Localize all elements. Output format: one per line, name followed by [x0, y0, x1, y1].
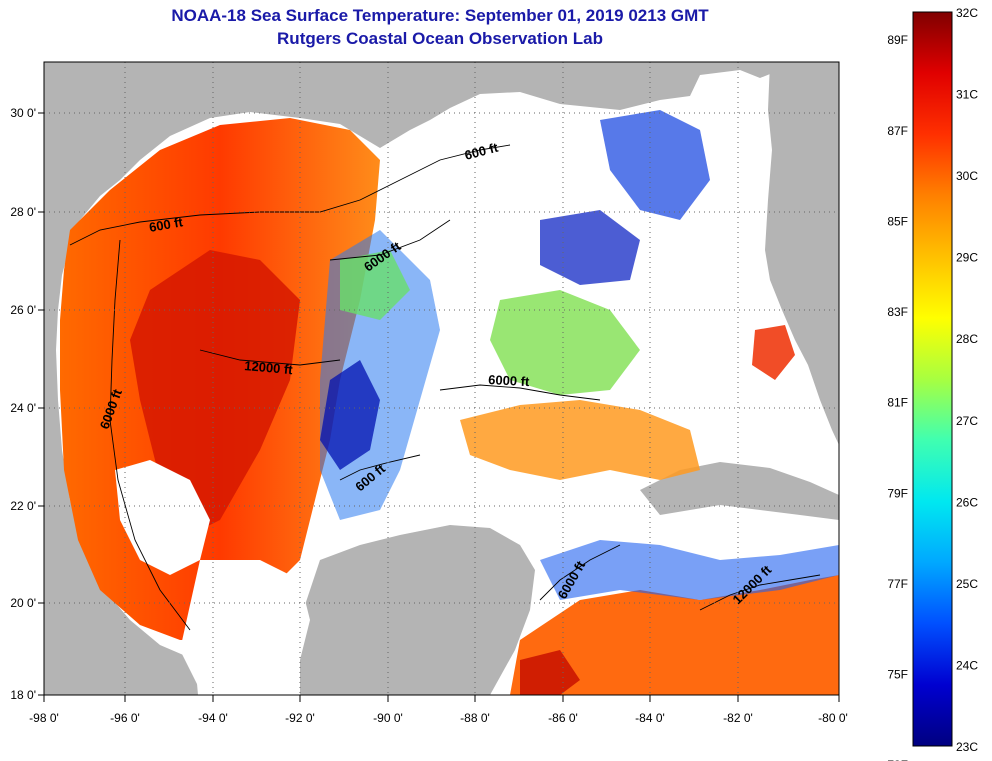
sst-northeast-blue	[600, 110, 710, 220]
colorbar-celsius-label: 28C	[956, 332, 978, 346]
lon-label: -98 0'	[29, 711, 59, 725]
lon-label: -94 0'	[198, 711, 228, 725]
sst-caribbean-warm	[510, 575, 839, 695]
sst-green-central	[340, 250, 410, 320]
sst-keys-red	[752, 325, 795, 380]
sst-caribbean-hot	[520, 650, 580, 695]
lon-label: -80 0'	[818, 711, 848, 725]
map-title: NOAA-18 Sea Surface Temperature: Septemb…	[171, 6, 709, 25]
sst-east-blue	[540, 210, 640, 285]
colorbar-fahrenheit-labels: 89F 87F 85F 83F 81F 79F 77F 75F 73F	[887, 33, 908, 761]
sst-cool-blue-1	[320, 360, 380, 470]
lon-label: -86 0'	[548, 711, 578, 725]
colorbar-celsius-label: 32C	[956, 6, 978, 20]
lat-label: 20 0'	[10, 596, 36, 610]
contour-6000-yucatan	[539, 544, 621, 601]
colorbar-fahrenheit-label: 79F	[887, 486, 908, 500]
colorbar-celsius-label: 23C	[956, 740, 978, 754]
contour-12000	[199, 349, 341, 366]
map-subtitle: Rutgers Coastal Ocean Observation Lab	[277, 29, 603, 48]
contour-label-600-west: 600 ft	[148, 214, 185, 235]
colorbar-fahrenheit-label: 83F	[887, 305, 908, 319]
land-yucatan	[300, 525, 535, 695]
colorbar-fahrenheit-label: 89F	[887, 33, 908, 47]
colorbar-celsius-label: 25C	[956, 577, 978, 591]
map-frame	[43, 61, 840, 696]
lat-label: 30 0'	[10, 106, 36, 120]
colorbar-celsius-labels: 32C 31C 30C 29C 28C 27C 26C 25C 24C 23C	[956, 6, 978, 754]
colorbar-gradient	[912, 11, 953, 747]
lon-label: -92 0'	[285, 711, 315, 725]
colorbar-celsius-label: 24C	[956, 658, 978, 672]
lon-label: -96 0'	[110, 711, 140, 725]
colorbar-celsius-label: 29C	[956, 251, 978, 265]
sst-east-green	[490, 290, 640, 395]
colorbar-celsius-label: 27C	[956, 414, 978, 428]
cloud-patch-west	[115, 460, 210, 575]
axis-ticks	[38, 112, 840, 702]
map-layers	[44, 62, 839, 695]
land-north-america	[44, 62, 839, 695]
lat-label: 26 0'	[10, 303, 36, 317]
lat-label: 24 0'	[10, 401, 36, 415]
colorbar-fahrenheit-label: 81F	[887, 396, 908, 410]
colorbar-celsius-label: 30C	[956, 169, 978, 183]
sst-caribbean-mixed	[540, 540, 839, 600]
lon-label: -84 0'	[635, 711, 665, 725]
contour-label-6000-central: 6000 ft	[488, 372, 531, 389]
lon-label: -90 0'	[373, 711, 403, 725]
colorbar-fahrenheit-label: 85F	[887, 214, 908, 228]
colorbar-fahrenheit-label: 75F	[887, 668, 908, 682]
lon-label: -88 0'	[460, 711, 490, 725]
colorbar-celsius-label: 31C	[956, 88, 978, 102]
sst-hot-core	[130, 250, 300, 540]
sst-east-mixed	[460, 400, 700, 480]
longitude-labels: -98 0' -96 0' -94 0' -92 0' -90 0' -88 0…	[29, 711, 848, 725]
latitude-labels: 30 0' 28 0' 26 0' 24 0' 22 0' 20 0' 18 0…	[10, 106, 36, 702]
colorbar-fahrenheit-label: 77F	[887, 577, 908, 591]
lat-label: 28 0'	[10, 205, 36, 219]
lat-label: 18 0'	[10, 688, 36, 702]
contour-6000-central	[439, 384, 601, 401]
contour-12000-south	[699, 574, 821, 611]
land-florida	[765, 62, 839, 445]
lat-label: 22 0'	[10, 499, 36, 513]
contour-6000-north	[329, 219, 451, 261]
graticule	[44, 62, 839, 695]
colorbar-celsius-label: 26C	[956, 495, 978, 509]
lon-label: -82 0'	[723, 711, 753, 725]
colorbar-fahrenheit-label: 87F	[887, 124, 908, 138]
contour-600-campeche	[339, 454, 421, 481]
colorbar-fahrenheit-label: 73F	[887, 758, 908, 761]
contour-label-12000: 12000 ft	[244, 358, 294, 377]
